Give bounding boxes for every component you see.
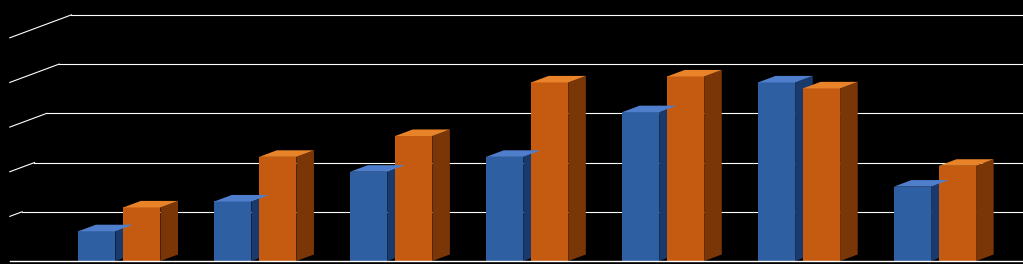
Polygon shape [123,201,178,208]
Polygon shape [894,187,931,261]
Polygon shape [803,88,840,261]
Polygon shape [395,136,433,261]
Polygon shape [214,201,252,261]
Polygon shape [350,165,405,172]
Polygon shape [803,82,857,88]
Polygon shape [659,106,677,261]
Polygon shape [622,112,659,261]
Polygon shape [939,166,976,261]
Polygon shape [123,208,161,261]
Polygon shape [259,157,297,261]
Polygon shape [976,159,993,261]
Polygon shape [78,231,116,261]
Polygon shape [931,180,948,261]
Polygon shape [531,82,568,261]
Polygon shape [486,157,523,261]
Polygon shape [704,70,722,261]
Polygon shape [523,150,541,261]
Polygon shape [297,150,314,261]
Polygon shape [795,76,812,261]
Polygon shape [433,129,450,261]
Polygon shape [259,150,314,157]
Polygon shape [116,225,133,261]
Polygon shape [486,150,541,157]
Polygon shape [758,76,812,82]
Polygon shape [622,106,677,112]
Polygon shape [667,77,704,261]
Polygon shape [758,82,795,261]
Polygon shape [388,165,405,261]
Polygon shape [568,76,586,261]
Polygon shape [531,76,586,82]
Polygon shape [214,195,269,201]
Polygon shape [395,129,450,136]
Polygon shape [252,195,269,261]
Polygon shape [894,180,948,187]
Polygon shape [350,172,388,261]
Polygon shape [840,82,857,261]
Polygon shape [161,201,178,261]
Polygon shape [78,225,133,231]
Polygon shape [667,70,722,77]
Polygon shape [939,159,993,166]
